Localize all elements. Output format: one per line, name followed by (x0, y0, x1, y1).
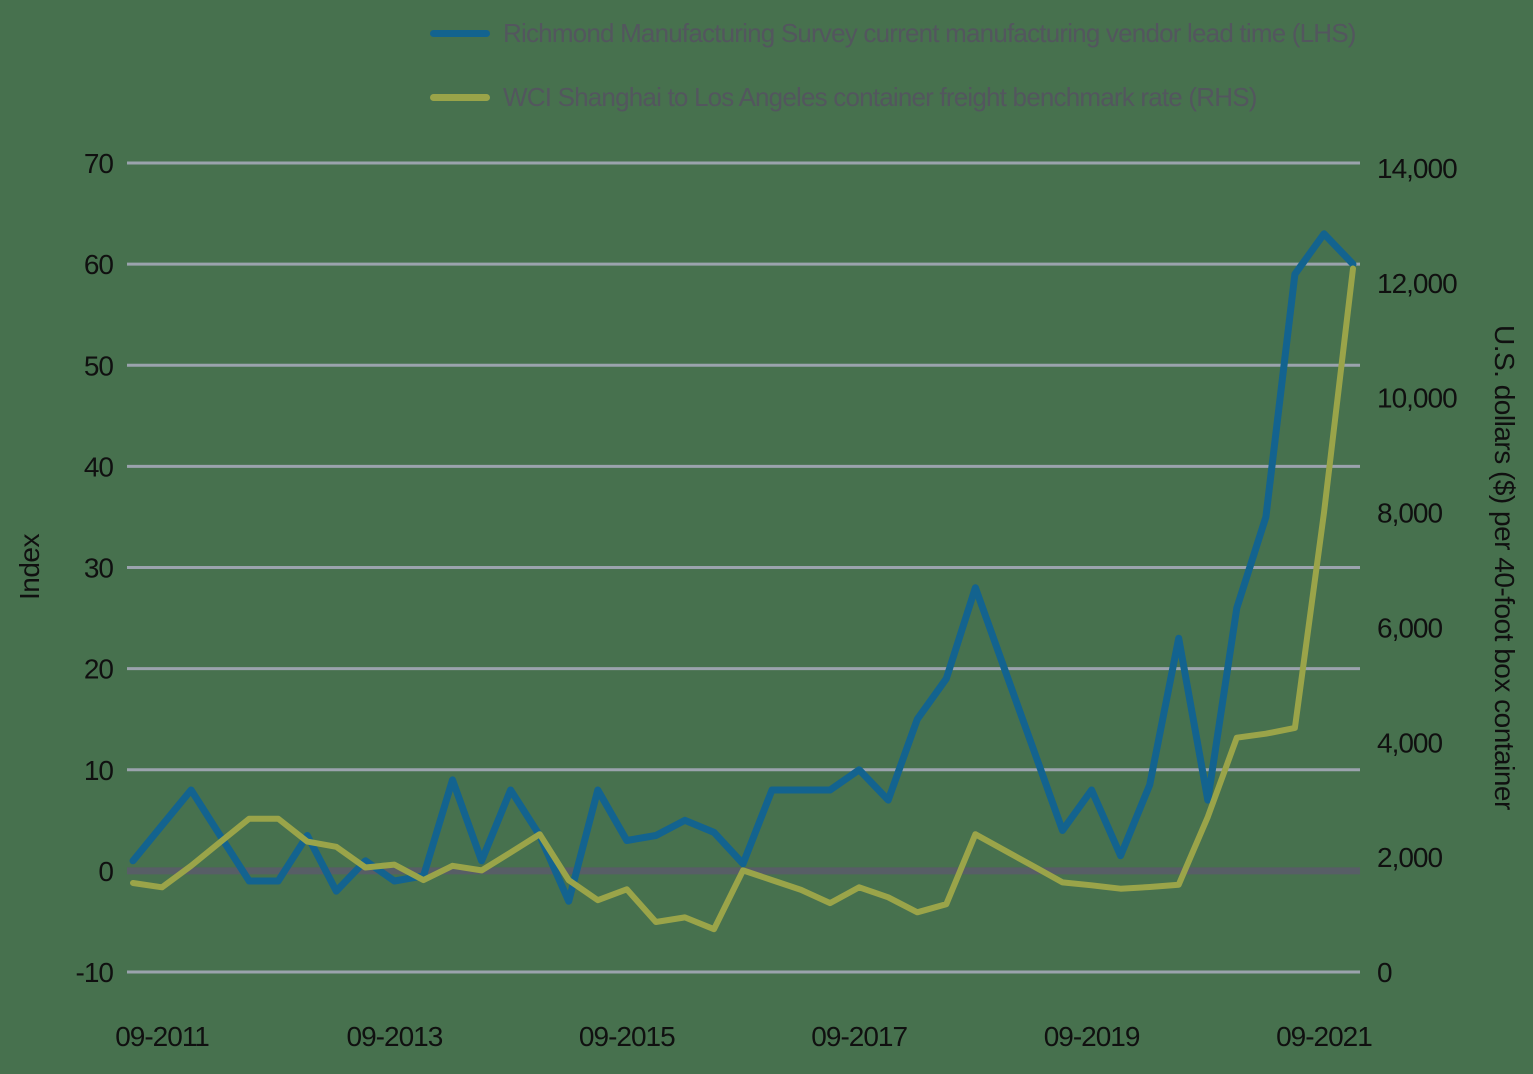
legend-item-lhs: Richmond Manufacturing Survey current ma… (430, 18, 1356, 48)
legend: Richmond Manufacturing Survey current ma… (430, 18, 1356, 112)
left-axis-tick-label: 50 (84, 350, 114, 381)
right-axis-tick-label: 2,000 (1377, 842, 1442, 873)
x-axis-tick-label: 09-2021 (1276, 1021, 1372, 1052)
legend-label-rhs: WCI Shanghai to Los Angeles container fr… (503, 82, 1257, 112)
legend-swatch-lhs-line (430, 30, 490, 37)
legend-item-rhs: WCI Shanghai to Los Angeles container fr… (430, 82, 1356, 112)
right-axis-tick-label: 12,000 (1377, 268, 1457, 299)
right-axis-tick-label: 14,000 (1377, 153, 1457, 184)
legend-swatch-rhs-line (430, 94, 490, 101)
right-axis-title: U.S. dollars ($) per 40-foot box contain… (1489, 325, 1520, 810)
left-axis-title: Index (14, 534, 45, 601)
x-axis-tick-label: 09-2015 (579, 1021, 675, 1052)
left-axis-tick-label: 70 (84, 148, 114, 179)
legend-label-lhs: Richmond Manufacturing Survey current ma… (503, 18, 1356, 48)
x-axis-tick-label: 09-2011 (115, 1021, 209, 1052)
left-axis-tick-label: -10 (76, 957, 114, 988)
left-axis-tick-label: 10 (84, 755, 114, 786)
left-axis-tick-label: 60 (84, 249, 114, 280)
right-axis-tick-label: 10,000 (1377, 383, 1457, 414)
right-axis-tick-label: 6,000 (1377, 612, 1442, 643)
x-axis-tick-label: 09-2019 (1044, 1021, 1140, 1052)
x-axis-tick-label: 09-2013 (347, 1021, 443, 1052)
left-axis-tick-label: 40 (84, 451, 114, 482)
left-axis-tick-label: 30 (84, 553, 114, 584)
right-axis-tick-label: 8,000 (1377, 498, 1442, 529)
right-axis-tick-label: 0 (1377, 957, 1392, 988)
series-line-rhs (130, 265, 1356, 933)
left-axis-tick-label: 20 (84, 654, 114, 685)
series-line-lhs (129, 230, 1357, 905)
left-axis-tick-label: 0 (98, 856, 113, 887)
x-axis-tick-label: 09-2017 (811, 1021, 907, 1052)
right-axis-tick-label: 4,000 (1377, 727, 1442, 758)
